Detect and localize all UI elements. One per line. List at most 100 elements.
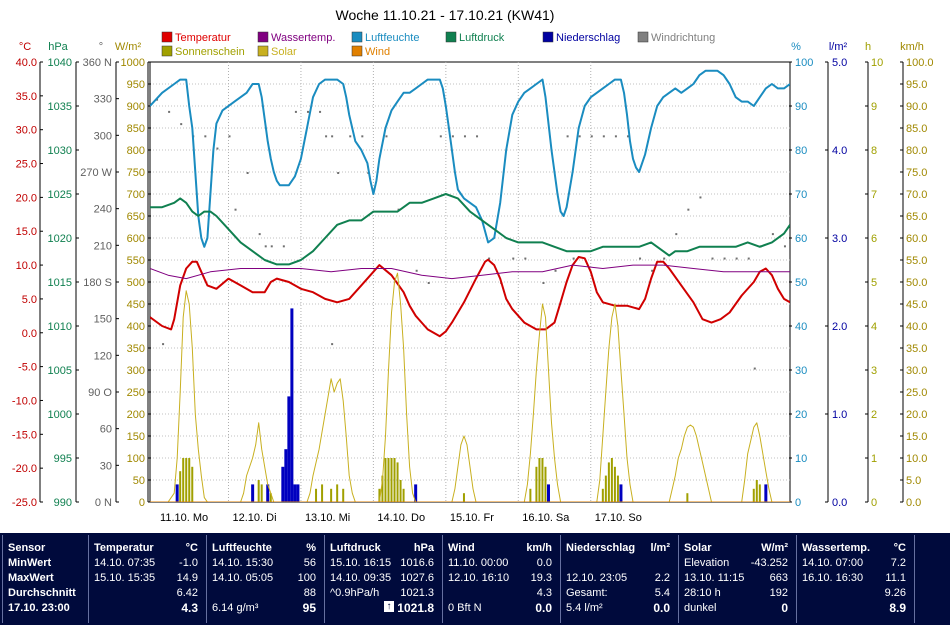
winddir-dot bbox=[602, 135, 605, 138]
sunshine-bar bbox=[616, 475, 619, 502]
tick-label-pressure: 990 bbox=[54, 497, 72, 509]
table-column-wassertemp bbox=[796, 535, 913, 623]
winddir-dot bbox=[626, 135, 629, 138]
table-unit: hPa bbox=[413, 542, 434, 554]
sunshine-bar bbox=[541, 458, 544, 502]
winddir-dot bbox=[270, 245, 273, 248]
winddir-dot bbox=[337, 172, 340, 174]
tick-label-solar: 900 bbox=[127, 101, 145, 113]
rain-bar bbox=[284, 449, 288, 502]
table-cell-label: 5.4 l/m² bbox=[566, 602, 603, 614]
table-header: Temperatur bbox=[94, 542, 154, 554]
sunshine-bar bbox=[529, 488, 532, 502]
tick-label-wind: 50.0 bbox=[906, 277, 927, 289]
tick-label-solar: 350 bbox=[127, 343, 145, 355]
winddir-dot bbox=[331, 135, 334, 138]
tick-label-temp: 10.0 bbox=[16, 260, 37, 272]
table-cell-label: 0 Bft N bbox=[448, 602, 482, 614]
series-line-solar bbox=[150, 272, 773, 502]
tick-label-winddir: 270 W bbox=[80, 167, 112, 179]
tick-label-winddir: 360 N bbox=[83, 57, 112, 69]
tick-label-wind: 10.0 bbox=[906, 453, 927, 465]
sunshine-bar bbox=[396, 462, 399, 502]
table-cell-value: 9.26 bbox=[884, 587, 906, 599]
table-cell-value: 56 bbox=[303, 557, 316, 569]
sunshine-bar bbox=[613, 466, 616, 502]
table-cell-label: 28:10 h bbox=[684, 587, 721, 599]
tick-label-sunhours: 8 bbox=[871, 145, 877, 157]
winddir-dot bbox=[572, 257, 575, 260]
winddir-dot bbox=[294, 110, 297, 113]
tick-label-wind: 95.0 bbox=[906, 79, 927, 91]
winddir-dot bbox=[204, 135, 207, 138]
legend-swatch bbox=[161, 45, 173, 57]
winddir-dot bbox=[180, 123, 183, 126]
rain-bar bbox=[414, 484, 418, 502]
tick-label-winddir: 300 bbox=[94, 130, 112, 142]
table-cell-value: -1.0 bbox=[179, 557, 198, 569]
tick-label-pressure: 1020 bbox=[48, 233, 72, 245]
winddir-dot bbox=[723, 257, 726, 260]
tick-label-wind: 35.0 bbox=[906, 343, 927, 355]
tick-label-humidity: 80 bbox=[795, 145, 807, 157]
table-cell-value: 100 bbox=[297, 572, 316, 584]
winddir-dot bbox=[168, 110, 171, 113]
tick-label-pressure: 1030 bbox=[48, 145, 72, 157]
winddir-dot bbox=[488, 257, 491, 260]
table-column-solar bbox=[678, 535, 795, 623]
sunshine-bar bbox=[191, 466, 194, 502]
series-line-luftdruck bbox=[150, 193, 790, 266]
table-header: Niederschlag bbox=[566, 542, 636, 554]
table-header: Sensor bbox=[8, 542, 46, 554]
tick-label-temp: -10.0 bbox=[12, 395, 37, 407]
sunshine-bar bbox=[604, 475, 607, 502]
table-cell-value: 1021.3 bbox=[400, 587, 434, 599]
tick-label-sunhours: 10 bbox=[871, 57, 883, 69]
table-cell-value: 6.42 bbox=[176, 587, 198, 599]
legend: Temperatur Wassertemp. Luftfeuchte Luftdruc… bbox=[161, 31, 715, 58]
table-column-luftdruck bbox=[324, 535, 441, 623]
x-tick-label: 17.10. So bbox=[595, 512, 642, 524]
tick-label-sunhours: 1 bbox=[871, 453, 877, 465]
legend-label: Niederschlag bbox=[556, 32, 620, 44]
tick-label-sunhours: 4 bbox=[871, 321, 877, 333]
series-line-luftfeuchte bbox=[150, 69, 790, 248]
tick-label-solar: 800 bbox=[127, 145, 145, 157]
sunshine-bar bbox=[393, 458, 396, 502]
sunshine-bar bbox=[384, 458, 387, 502]
tick-label-humidity: 20 bbox=[795, 409, 807, 421]
tick-label-humidity: 60 bbox=[795, 233, 807, 245]
legend-label: Windrichtung bbox=[651, 32, 715, 44]
tick-label-solar: 750 bbox=[127, 167, 145, 179]
legend-label: Wassertemp. bbox=[271, 32, 335, 44]
tick-label-humidity: 10 bbox=[795, 453, 807, 465]
winddir-dot bbox=[415, 269, 418, 272]
legend-swatch bbox=[637, 31, 649, 43]
tick-label-wind: 65.0 bbox=[906, 211, 927, 223]
tick-label-wind: 20.0 bbox=[906, 409, 927, 421]
winddir-dot bbox=[306, 110, 309, 113]
table-cell-value: 2.2 bbox=[654, 572, 670, 584]
table-unit: km/h bbox=[526, 542, 552, 554]
table-cell-label: 14.10. 07:00 bbox=[802, 557, 864, 569]
trend-arrow-up-icon: ↑ bbox=[384, 601, 394, 612]
winddir-dot bbox=[282, 245, 285, 248]
table-cell-label: Gesamt: bbox=[566, 587, 608, 599]
winddir-dot bbox=[699, 196, 702, 199]
legend-label: Solar bbox=[271, 46, 297, 58]
grid bbox=[150, 62, 790, 502]
sunshine-bar bbox=[752, 488, 755, 502]
tick-label-solar: 400 bbox=[127, 321, 145, 333]
tick-label-temp: -20.0 bbox=[12, 463, 37, 475]
x-tick-label: 15.10. Fr bbox=[450, 512, 494, 524]
tick-label-solar: 950 bbox=[127, 79, 145, 91]
tick-label-solar: 700 bbox=[127, 189, 145, 201]
rain-bar bbox=[546, 484, 550, 502]
sunshine-bar bbox=[182, 458, 185, 502]
table-cell-value: 7.2 bbox=[890, 557, 906, 569]
tick-label-temp: -15.0 bbox=[12, 429, 37, 441]
winddir-dot bbox=[427, 282, 430, 284]
table-header: Luftfeuchte bbox=[212, 542, 272, 554]
legend-swatch bbox=[445, 31, 457, 43]
sunshine-bar bbox=[686, 493, 689, 502]
